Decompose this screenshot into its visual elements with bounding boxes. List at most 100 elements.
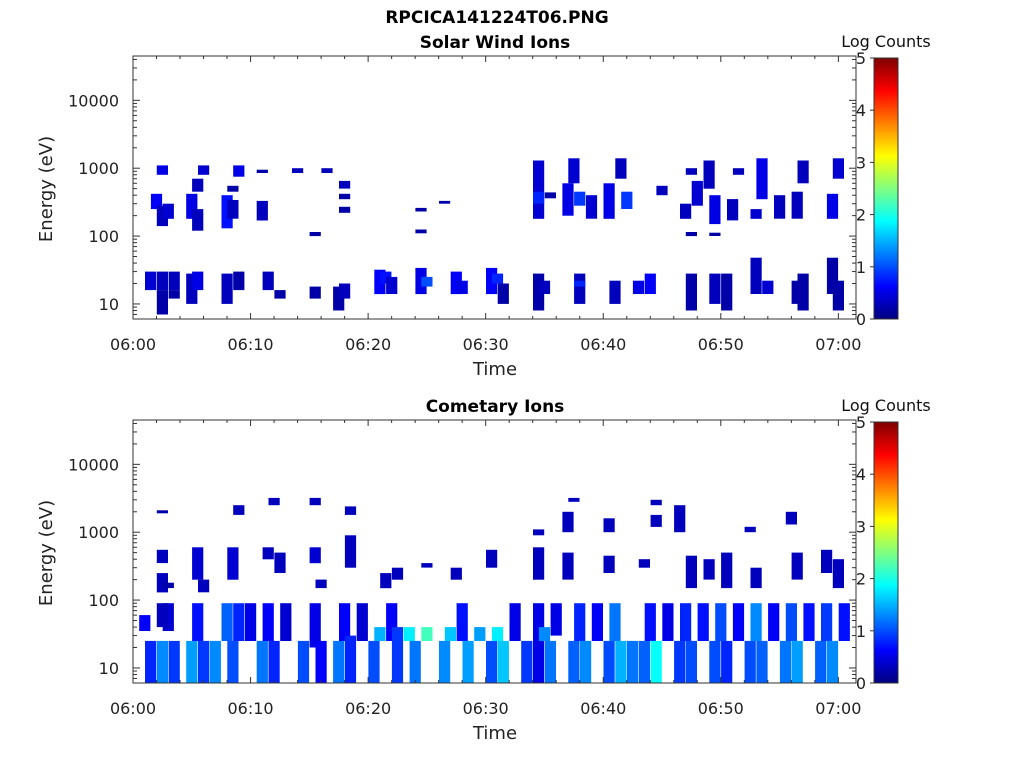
heatmap-cell [256,640,268,683]
heatmap-cell [685,273,697,311]
heatmap-cell [762,280,774,294]
y-ticks: 10 100 1000 10000 [68,422,856,684]
heatmap-cell [192,547,204,580]
heatmap-cell [209,640,221,683]
heatmap-cell [380,573,392,589]
heatmap-cell [832,559,844,589]
heatmap-cell [585,195,598,219]
heatmap-cell [486,640,498,683]
heatmap-cell [791,552,803,580]
heatmap-cell [156,603,168,628]
figure-title: RPCICA141224T06.PNG [385,8,608,28]
heatmap-cell [533,529,545,536]
heatmap-cell [150,193,163,210]
heatmap-cell [826,640,839,683]
heatmap-cell [533,603,545,683]
heatmap-cell [574,280,586,287]
heatmap-cell [156,573,168,593]
colorbar [873,57,899,320]
heatmap-cell [562,511,574,533]
heatmap-cell [333,286,345,311]
heatmap-cell [233,603,245,641]
heatmap-cell [750,567,762,589]
heatmap-cell [227,640,239,683]
x-axis-label: Time [472,359,517,380]
heatmap-cell [685,168,697,175]
heatmap-cell [750,257,762,294]
colorbar [873,421,899,684]
heatmap-cell [162,582,174,589]
heatmap-cell [603,518,615,533]
heatmap-cell [550,603,562,636]
heatmap-cell [421,276,433,287]
y-axis-label: Energy (eV) [36,500,57,606]
heatmap-cell [680,203,692,219]
heatmap-cell [262,603,274,641]
heatmap-cell [509,603,521,641]
heatmap-cell [721,552,733,589]
heatmap-cell [615,640,627,683]
x-tick-label: 07:00 [815,335,861,354]
heatmap-cell [703,559,715,580]
heatmap-cell [497,640,509,683]
heatmap-cell [227,547,239,580]
heatmap-cell [444,627,456,641]
heatmap-cell [256,200,268,221]
heatmap-cell [145,271,157,291]
heatmap-cell [491,273,504,284]
heatmap-cell [644,603,656,641]
y-tick-label: 10 [99,659,119,678]
x-tick-label: 06:40 [580,699,626,718]
heatmap-cell [156,640,168,683]
heatmap-cell [574,273,586,304]
heatmap-cell [386,276,398,294]
heatmap-cell [156,549,168,564]
heatmap-cell [832,280,844,311]
x-tick-label: 06:00 [110,699,156,718]
heatmap-cell [821,549,833,573]
heatmap-cell [609,280,621,304]
heatmap-cell [703,160,715,189]
heatmap-cell [339,283,351,299]
heatmap-cell [650,640,662,683]
heatmap-cell [274,290,286,299]
heatmap-cell [256,169,268,173]
heatmap-cell [709,273,721,304]
colorbar-tick-label: 1 [856,258,866,277]
heatmap-cell [697,603,709,641]
heatmap-cell [268,640,280,683]
heatmap-cell [662,603,674,641]
heatmap-cell [409,640,421,683]
y-tick-label: 100 [88,591,119,610]
heatmap-cell [292,168,304,173]
heatmap-cell [685,232,697,237]
heatmap-cell [732,603,745,641]
heatmap-cell [439,200,451,204]
heatmap-cell [568,158,580,184]
x-tick-label: 07:00 [815,699,861,718]
y-tick-label: 10000 [68,91,119,110]
heatmap-cell [262,547,274,560]
heatmap-cell [274,552,286,573]
heatmap-cell [139,615,151,631]
colorbar-tick-label: 3 [856,517,866,536]
heatmap-cell [374,627,386,641]
heatmap-cell [491,627,504,641]
heatmap-cell [221,195,233,229]
heatmap-cell [421,563,433,568]
heatmap-cell [756,158,768,200]
heatmap-cell [838,603,850,641]
heatmap-cell [315,579,327,589]
heatmap-cell [744,640,756,683]
heatmap-cell [544,640,556,683]
heatmap-cell [192,271,204,291]
heatmap-cell [415,267,427,295]
heatmap-cell [415,229,427,234]
heatmap-cell [826,257,839,294]
heatmap-cell [744,526,756,533]
heatmap-cell [309,286,321,299]
heatmap-cell [192,603,204,641]
heatmap-cell [339,193,351,200]
heatmap-cell [574,603,586,641]
